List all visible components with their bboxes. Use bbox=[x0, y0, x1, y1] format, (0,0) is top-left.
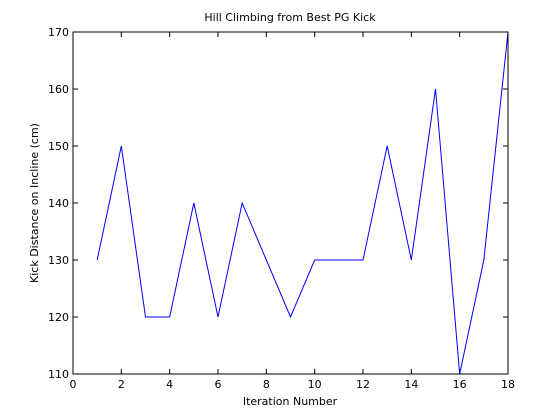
x-tick-label: 12 bbox=[356, 378, 370, 391]
x-tick-label: 2 bbox=[118, 378, 125, 391]
y-tick-label: 110 bbox=[48, 368, 69, 381]
y-tick-label: 120 bbox=[48, 311, 69, 324]
data-series bbox=[96, 31, 509, 375]
x-tick-label: 14 bbox=[404, 378, 418, 391]
y-tick-label: 130 bbox=[48, 254, 69, 267]
x-tick-label: 16 bbox=[453, 378, 467, 391]
y-tick-label: 140 bbox=[48, 197, 69, 210]
y-tick-label: 150 bbox=[48, 140, 69, 153]
chart-title: Hill Climbing from Best PG Kick bbox=[204, 11, 376, 24]
x-tick-label: 10 bbox=[308, 378, 322, 391]
plot-area bbox=[73, 32, 508, 374]
y-tick-label: 170 bbox=[48, 26, 69, 39]
series-line bbox=[96, 31, 509, 375]
y-axis-label: Kick Distance on Incline (cm) bbox=[28, 123, 41, 283]
y-tick-label: 160 bbox=[48, 83, 69, 96]
x-tick-label: 4 bbox=[166, 378, 173, 391]
x-axis-label: Iteration Number bbox=[243, 395, 338, 408]
x-tick-label: 8 bbox=[263, 378, 270, 391]
x-tick-label: 6 bbox=[215, 378, 222, 391]
x-tick-label: 18 bbox=[501, 378, 515, 391]
plot-frame bbox=[72, 31, 509, 375]
x-tick-label: 0 bbox=[70, 378, 77, 391]
